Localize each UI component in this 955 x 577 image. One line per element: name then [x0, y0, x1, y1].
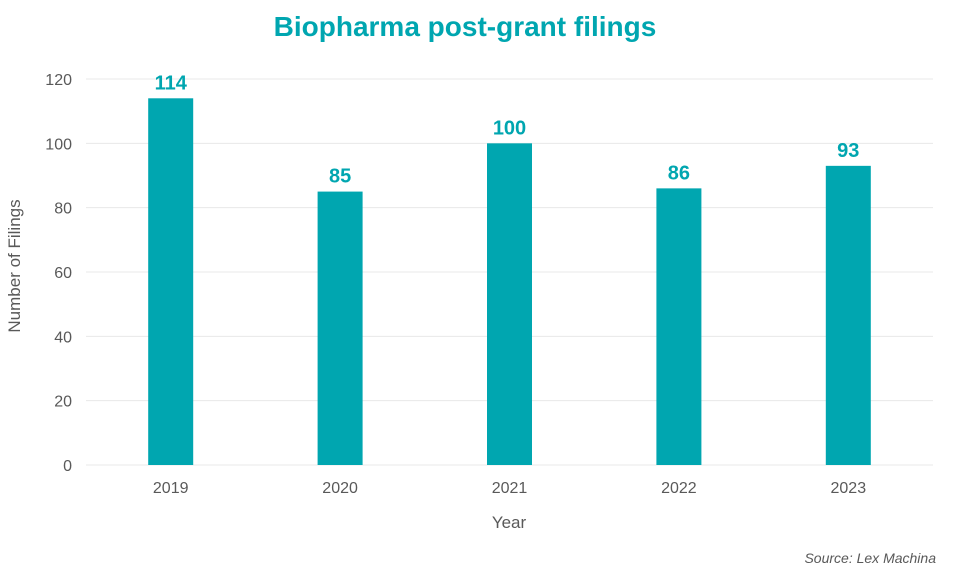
- y-tick-label: 100: [45, 136, 72, 153]
- bars: [148, 98, 871, 466]
- bar-2022: [656, 188, 702, 465]
- bar-2023: [825, 165, 871, 465]
- x-axis-label: Year: [492, 513, 527, 532]
- data-labels: 114 85 100 86 93: [155, 72, 860, 187]
- data-label-2022: 86: [668, 162, 690, 184]
- y-tick-label: 80: [54, 201, 72, 218]
- bar-2019: [148, 98, 194, 466]
- y-tick-label: 20: [54, 394, 72, 411]
- y-tick-label: 40: [54, 329, 72, 346]
- chart-title: Biopharma post-grant filings: [274, 11, 657, 42]
- x-tick-label: 2021: [492, 480, 528, 497]
- x-tick-label: 2023: [831, 480, 867, 497]
- x-axis-ticks: 2019 2020 2021 2022 2023: [153, 480, 866, 497]
- bar-2021: [487, 143, 532, 466]
- y-tick-label: 120: [45, 72, 72, 89]
- data-label-2023: 93: [837, 140, 859, 162]
- source-note: Source: Lex Machina: [804, 550, 936, 566]
- x-tick-label: 2020: [322, 480, 358, 497]
- data-label-2020: 85: [329, 166, 351, 188]
- x-tick-label: 2019: [153, 480, 189, 497]
- data-label-2021: 100: [493, 117, 526, 139]
- y-tick-label: 0: [63, 458, 72, 475]
- y-tick-label: 60: [54, 265, 72, 282]
- bar-2020: [317, 191, 363, 466]
- x-tick-label: 2022: [661, 480, 697, 497]
- data-label-2019: 114: [155, 72, 188, 94]
- y-axis-ticks: 0 20 40 60 80 100 120: [45, 72, 72, 475]
- y-axis-label: Number of Filings: [5, 199, 24, 332]
